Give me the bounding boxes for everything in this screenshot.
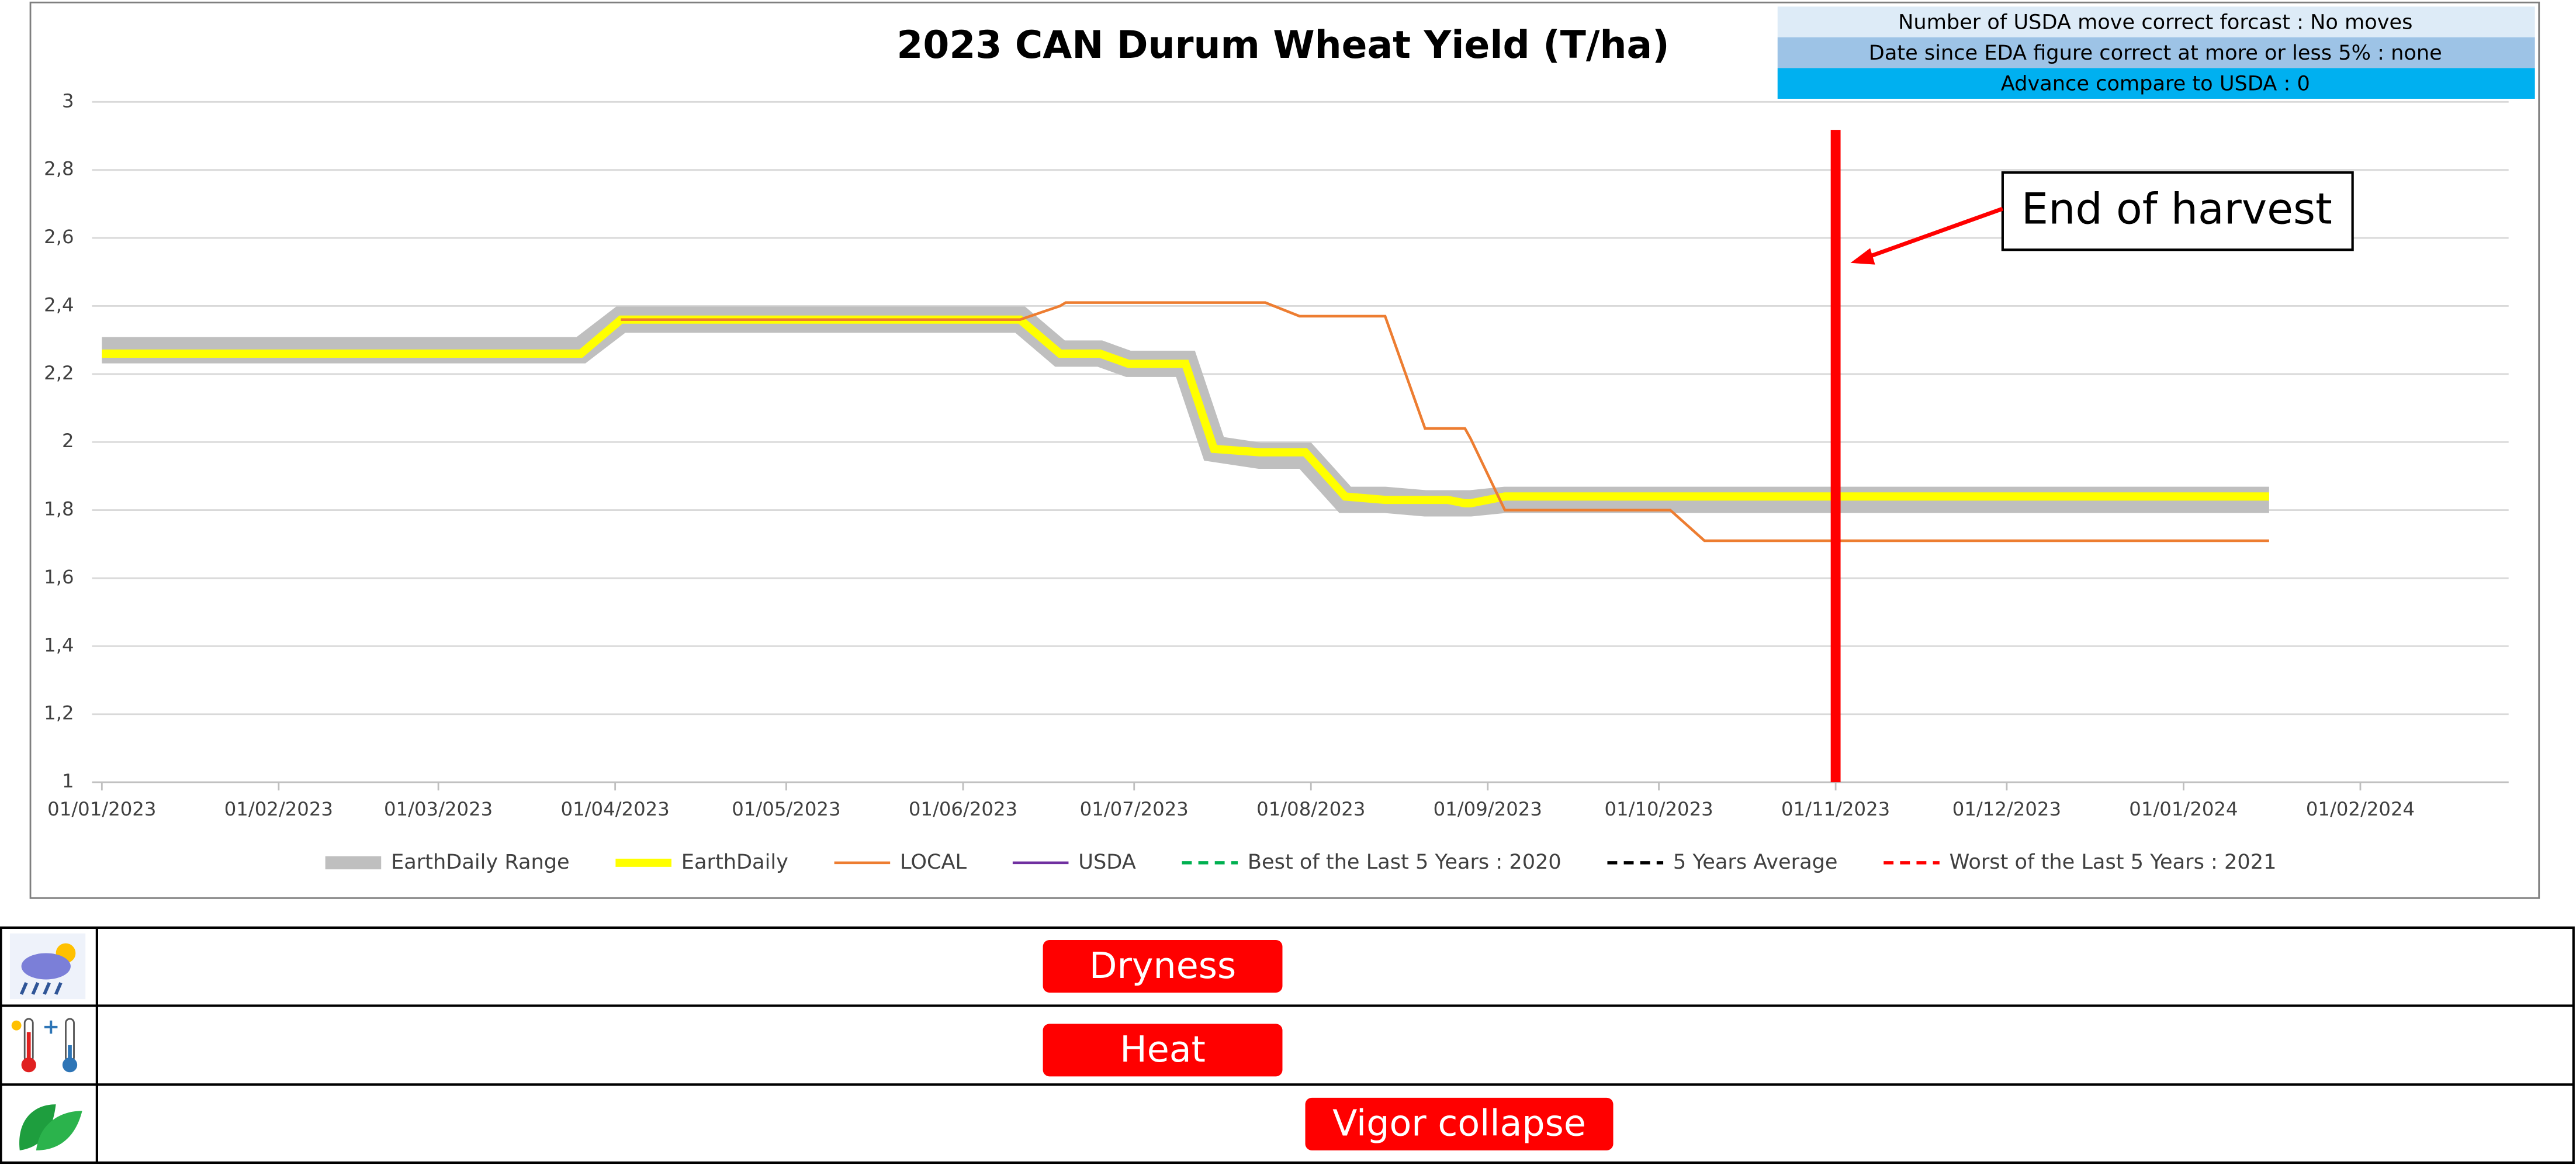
mercury (26, 1032, 31, 1062)
bulb (21, 1058, 36, 1073)
rain-icon (9, 933, 86, 1000)
alert-label: Heat (1120, 1028, 1206, 1070)
y-tick-label: 3 (62, 89, 74, 112)
legend-label: Worst of the Last 5 Years : 2021 (1950, 850, 2277, 874)
alert-label: Vigor collapse (1332, 1103, 1586, 1145)
x-tick-label: 01/03/2023 (384, 798, 493, 820)
leaf (36, 1111, 82, 1150)
legend-label: EarthDaily (681, 850, 788, 874)
y-tick-label: 1 (62, 770, 74, 792)
y-tick-label: 1,4 (44, 634, 74, 656)
legend-label: EarthDaily Range (391, 850, 570, 874)
x-tick-label: 01/11/2023 (1781, 798, 1890, 820)
legend-label: USDA (1078, 850, 1135, 874)
info-row (1777, 68, 2535, 99)
info-box: Number of USDA move correct forcast : No… (1777, 6, 2535, 99)
alert-label: Dryness (1089, 945, 1236, 987)
y-tick-label: 2,8 (44, 158, 74, 180)
x-tick-label: 01/05/2023 (732, 798, 840, 820)
annotation-arrow (1864, 206, 2004, 260)
x-tick-label: 01/12/2023 (1952, 798, 2061, 820)
temperature-icon (9, 1012, 86, 1079)
legend-label: 5 Years Average (1673, 850, 1838, 874)
x-tick-label: 01/02/2023 (224, 798, 333, 820)
x-tick-label: 01/01/2023 (47, 798, 156, 820)
rain (19, 982, 63, 995)
info-row (1777, 37, 2535, 68)
alert-box (1305, 1097, 1614, 1150)
x-tick-label: 01/08/2023 (1256, 798, 1365, 820)
y-tick-label: 1,6 (44, 566, 74, 588)
x-tick-label: 01/09/2023 (1434, 798, 1542, 820)
x-tick-label: 01/01/2024 (2129, 798, 2238, 820)
x-tick-label: 01/04/2023 (561, 798, 670, 820)
alert-box (1043, 1024, 1283, 1077)
y-tick-label: 1,2 (44, 702, 74, 724)
legend: EarthDaily Range EarthDaily LOCAL USDA Best … (325, 850, 2277, 874)
x-tick-label: 01/10/2023 (1604, 798, 1713, 820)
legend-label: Best of the Last 5 Years : 2020 (1248, 850, 1561, 874)
legend-label: LOCAL (900, 850, 967, 874)
table-frame (0, 926, 2575, 1164)
leaf (19, 1104, 56, 1150)
alert-box (1043, 940, 1283, 993)
y-tick-label: 1,8 (44, 498, 74, 520)
mercury (68, 1045, 72, 1062)
x-tick-label: 01/02/2024 (2306, 798, 2415, 820)
y-tick-label: 2,4 (44, 293, 74, 316)
bulb (62, 1058, 78, 1073)
info-text: Number of USDA move correct forcast : No… (1898, 10, 2412, 34)
series-line (102, 315, 2269, 507)
annotation-box (2001, 171, 2354, 251)
x-tick-label: 01/06/2023 (909, 798, 1017, 820)
chart-title: 2023 CAN Durum Wheat Yield (T/ha) (896, 23, 1669, 67)
y-tick-label: 2,2 (44, 362, 74, 384)
x-tick-label: 01/07/2023 (1080, 798, 1189, 820)
sun (11, 1020, 22, 1031)
y-tick-label: 2,6 (44, 226, 74, 248)
leaf-icon (9, 1091, 86, 1157)
arrow-head (1850, 248, 1875, 265)
info-text: Date since EDA figure correct at more or… (1869, 41, 2442, 65)
info-text: Advance compare to USDA : 0 (2001, 71, 2310, 95)
alert-table (0, 926, 2575, 1164)
cloud (21, 953, 71, 980)
series-line (621, 301, 2269, 542)
info-row (1777, 6, 2535, 37)
annotation-text: End of harvest (2021, 185, 2332, 234)
snow (44, 1020, 58, 1034)
y-tick-label: 2 (62, 430, 74, 452)
